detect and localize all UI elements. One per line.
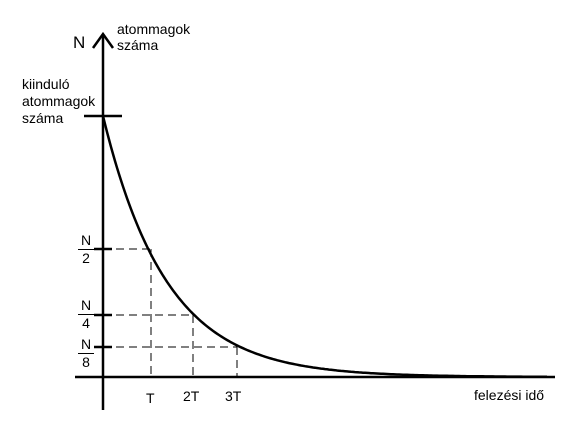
- fraction-denominator: 2: [82, 250, 90, 266]
- y-fraction-quarter: N 4: [78, 298, 94, 331]
- decay-curve: [101, 115, 547, 379]
- start-label-line3: száma: [22, 110, 64, 126]
- x-tick-T: T: [146, 390, 155, 406]
- y-axis-title-line2: száma: [117, 37, 159, 53]
- fraction-numerator: N: [78, 298, 94, 315]
- x-axis-title: felezési idő: [474, 387, 545, 403]
- y-axis-symbol: N: [73, 33, 86, 52]
- y-fraction-half: N 2: [78, 233, 94, 266]
- y-axis-arrowhead: [91, 31, 115, 49]
- fraction-numerator: N: [78, 233, 94, 250]
- start-label-line2: atommagok: [22, 93, 96, 109]
- x-tick-2T: 2T: [183, 388, 200, 404]
- start-label-line1: kiinduló: [22, 76, 70, 92]
- fraction-numerator: N: [78, 337, 94, 354]
- fraction-denominator: 8: [82, 354, 90, 370]
- fraction-denominator: 4: [82, 315, 90, 331]
- y-fraction-eighth: N 8: [78, 337, 94, 370]
- x-tick-3T: 3T: [225, 388, 242, 404]
- y-axis-title-line1: atommagok: [117, 21, 191, 37]
